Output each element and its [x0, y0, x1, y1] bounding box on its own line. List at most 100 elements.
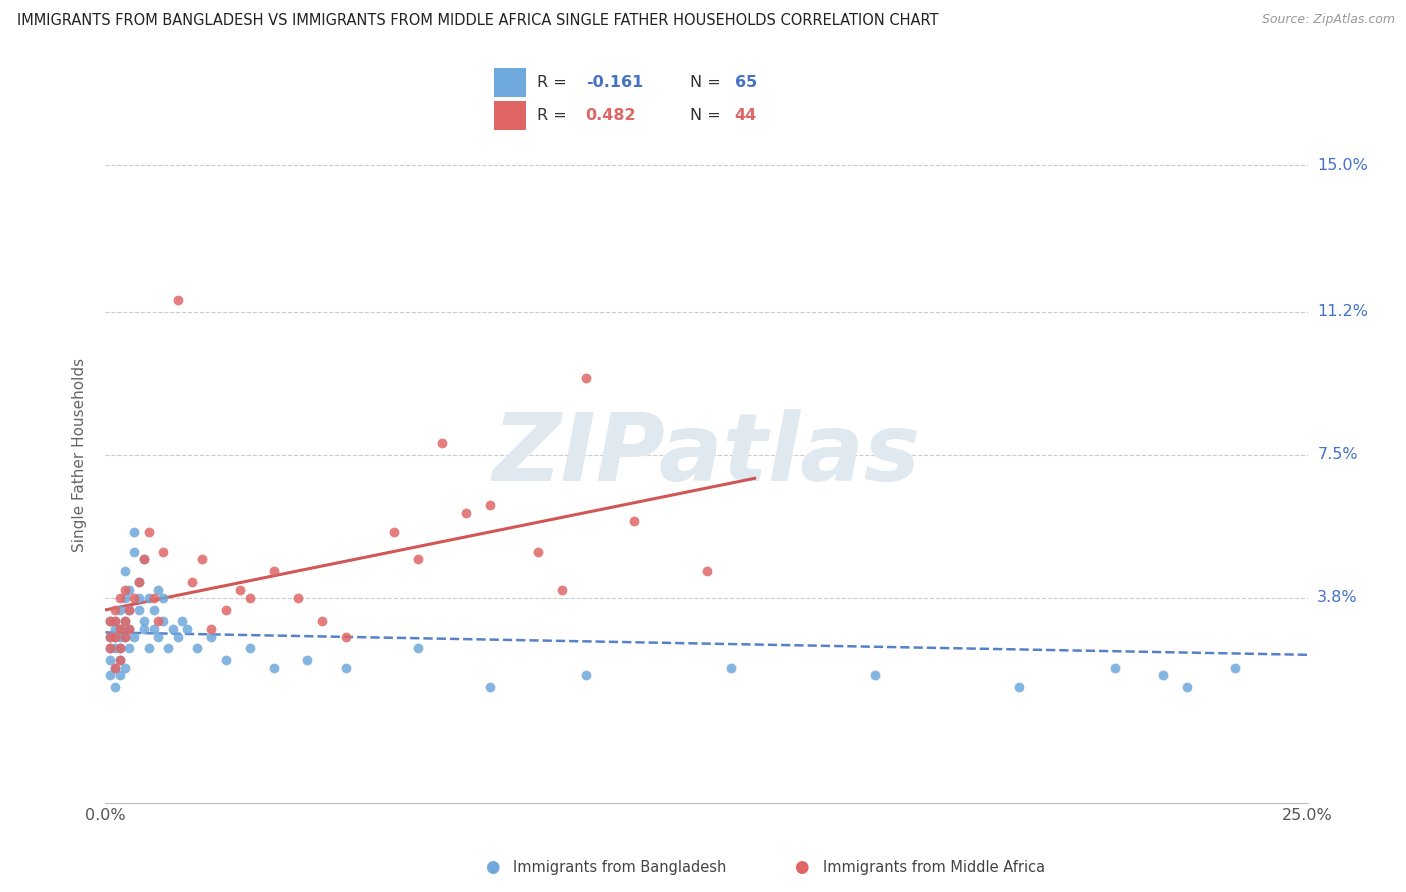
Point	[98, 653, 121, 667]
Point	[132, 552, 155, 566]
Point	[382, 525, 405, 540]
Point	[575, 370, 598, 384]
Point	[148, 630, 170, 644]
Point	[108, 622, 131, 636]
Point	[138, 525, 160, 540]
Point	[181, 575, 204, 590]
Point	[335, 660, 357, 674]
Point	[720, 660, 742, 674]
Point	[114, 591, 136, 605]
Point	[108, 653, 131, 667]
Point	[114, 564, 136, 578]
Point	[104, 630, 127, 644]
Point	[108, 591, 131, 605]
Text: N =: N =	[690, 75, 725, 89]
Point	[263, 660, 285, 674]
Point	[114, 660, 136, 674]
Text: -0.161: -0.161	[586, 75, 643, 89]
Y-axis label: Single Father Households: Single Father Households	[72, 358, 87, 552]
Point	[162, 622, 184, 636]
Point	[138, 591, 160, 605]
Point	[104, 630, 127, 644]
Point	[214, 653, 236, 667]
Point	[132, 552, 155, 566]
Point	[114, 614, 136, 628]
Text: N =: N =	[690, 108, 725, 123]
Point	[118, 622, 141, 636]
Point	[124, 630, 146, 644]
Point	[1104, 660, 1126, 674]
Point	[156, 641, 179, 656]
Point	[124, 525, 146, 540]
Text: ●: ●	[485, 858, 499, 876]
Point	[98, 614, 121, 628]
Point	[148, 583, 170, 598]
Point	[124, 544, 146, 558]
Point	[128, 602, 150, 616]
Text: R =: R =	[537, 75, 572, 89]
Text: IMMIGRANTS FROM BANGLADESH VS IMMIGRANTS FROM MIDDLE AFRICA SINGLE FATHER HOUSEH: IMMIGRANTS FROM BANGLADESH VS IMMIGRANTS…	[17, 13, 938, 29]
Point	[1008, 680, 1031, 694]
Point	[114, 583, 136, 598]
Point	[335, 630, 357, 644]
Point	[152, 544, 174, 558]
Point	[239, 591, 262, 605]
Point	[98, 614, 121, 628]
Point	[128, 575, 150, 590]
Point	[118, 602, 141, 616]
Point	[104, 602, 127, 616]
Point	[190, 552, 212, 566]
Point	[142, 602, 165, 616]
Point	[114, 630, 136, 644]
Point	[176, 622, 198, 636]
Point	[108, 602, 131, 616]
Point	[132, 622, 155, 636]
Text: Immigrants from Bangladesh: Immigrants from Bangladesh	[513, 860, 727, 874]
Point	[128, 575, 150, 590]
Point	[98, 630, 121, 644]
Point	[124, 591, 146, 605]
Text: ZIPatlas: ZIPatlas	[492, 409, 921, 501]
Point	[114, 614, 136, 628]
Point	[200, 630, 222, 644]
FancyBboxPatch shape	[495, 68, 526, 96]
Point	[138, 641, 160, 656]
Text: 0.482: 0.482	[586, 108, 637, 123]
Text: 11.2%: 11.2%	[1317, 304, 1368, 319]
Point	[104, 622, 127, 636]
Point	[166, 293, 188, 308]
Point	[104, 614, 127, 628]
Point	[696, 564, 718, 578]
Point	[152, 614, 174, 628]
Point	[287, 591, 309, 605]
Point	[623, 514, 645, 528]
Point	[142, 622, 165, 636]
Point	[479, 498, 502, 512]
Point	[1225, 660, 1247, 674]
Text: 44: 44	[735, 108, 756, 123]
Point	[104, 680, 127, 694]
Point	[186, 641, 208, 656]
Point	[104, 660, 127, 674]
Point	[406, 552, 429, 566]
Text: 3.8%: 3.8%	[1317, 591, 1358, 606]
Point	[311, 614, 333, 628]
Point	[108, 668, 131, 682]
Point	[108, 641, 131, 656]
Point	[142, 591, 165, 605]
Point	[229, 583, 252, 598]
Point	[98, 668, 121, 682]
Text: Immigrants from Middle Africa: Immigrants from Middle Africa	[823, 860, 1045, 874]
Point	[108, 641, 131, 656]
Point	[118, 641, 141, 656]
Point	[214, 602, 236, 616]
Point	[297, 653, 319, 667]
Point	[108, 653, 131, 667]
Point	[104, 660, 127, 674]
Point	[98, 641, 121, 656]
Point	[118, 602, 141, 616]
Point	[1175, 680, 1198, 694]
Point	[239, 641, 262, 656]
Point	[132, 614, 155, 628]
Point	[454, 506, 477, 520]
